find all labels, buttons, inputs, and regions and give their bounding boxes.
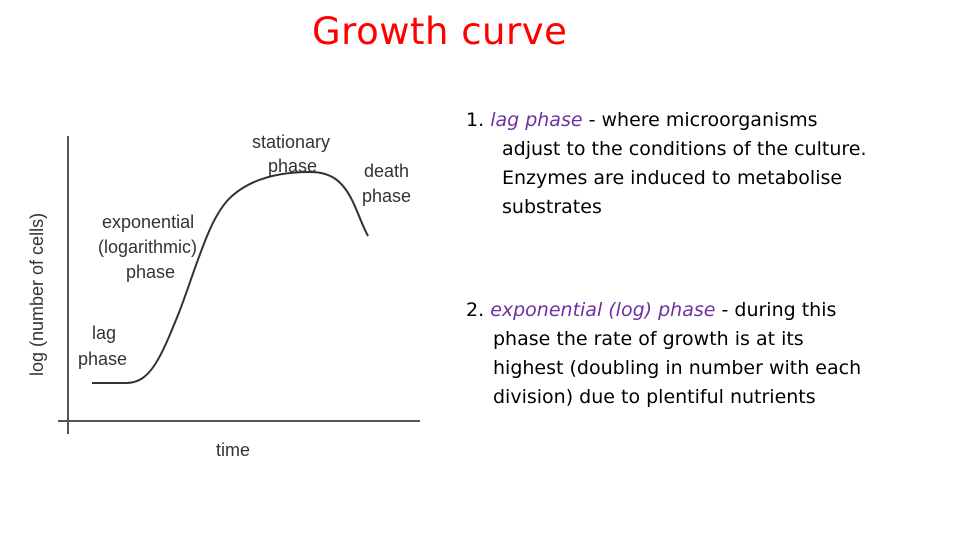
lag-phase-label-line-1: lag bbox=[92, 323, 116, 343]
death-phase-label-line-1: death bbox=[364, 161, 409, 181]
lag-phase-label-line-2: phase bbox=[78, 349, 127, 369]
note-text: division) due to plentiful nutrients bbox=[493, 386, 816, 408]
note-number: 2. bbox=[466, 299, 485, 321]
note-text: Enzymes are induced to metabolise bbox=[502, 167, 843, 189]
exponential-phase-label-line-3: phase bbox=[126, 262, 175, 282]
note-number: 1. bbox=[466, 109, 485, 131]
exponential-phase-label-line-1: exponential bbox=[102, 212, 194, 232]
exponential-phase-label-line-2: (logarithmic) bbox=[98, 237, 197, 257]
x-axis-label: time bbox=[216, 440, 250, 460]
note-text: - during this bbox=[721, 299, 837, 321]
note-text: substrates bbox=[502, 196, 602, 218]
note-lag-phase: 1. lag phase - where microorganisms adju… bbox=[466, 106, 946, 222]
growth-curve-line bbox=[92, 170, 369, 384]
slide-title: Growth curve bbox=[312, 10, 568, 53]
note-text: phase the rate of growth is at its bbox=[493, 328, 804, 350]
note-exponential-phase: 2. exponential (log) phase - during this… bbox=[466, 296, 946, 412]
growth-curve-diagram: log (number of cells) time lag phase exp… bbox=[27, 132, 420, 460]
stationary-phase-label-line-2: phase bbox=[268, 156, 317, 176]
death-phase-label-line-2: phase bbox=[362, 186, 411, 206]
note-term: exponential (log) phase bbox=[490, 299, 716, 321]
note-text: adjust to the conditions of the culture. bbox=[502, 138, 867, 160]
note-term: lag phase bbox=[490, 109, 583, 131]
stationary-phase-label-line-1: stationary bbox=[252, 132, 330, 152]
note-text: - where microorganisms bbox=[588, 109, 818, 131]
y-axis-label: log (number of cells) bbox=[27, 213, 47, 376]
note-text: highest (doubling in number with each bbox=[493, 357, 862, 379]
